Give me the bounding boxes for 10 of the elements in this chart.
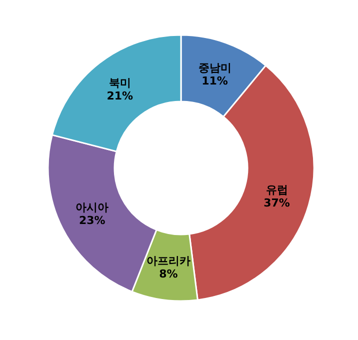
- data-label: 21%: [106, 90, 134, 103]
- data-label: 37%: [264, 196, 290, 210]
- data-label: 8%: [159, 267, 178, 280]
- slice-label: 북미: [108, 76, 131, 90]
- data-label: 23%: [78, 214, 106, 227]
- slice-label: 유럽: [266, 183, 288, 196]
- slice-label: 아프리카: [146, 254, 190, 268]
- slice-label: 아시아: [76, 200, 109, 214]
- slice-label: 중남미: [198, 62, 232, 75]
- data-label: 11%: [202, 74, 228, 88]
